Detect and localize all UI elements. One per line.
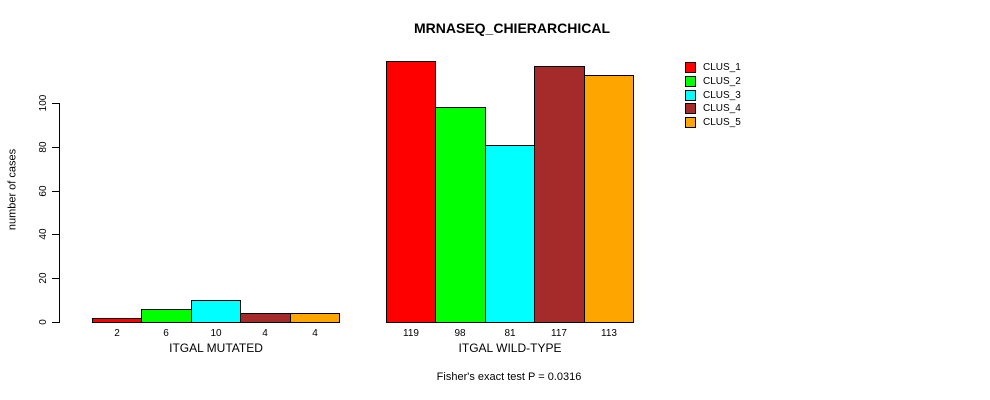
bar-clus_4 xyxy=(240,313,291,323)
y-tick-label: 60 xyxy=(38,185,49,197)
bar-clus_1 xyxy=(92,318,142,323)
bar-value-label: 4 xyxy=(262,328,268,339)
group-label: ITGAL MUTATED xyxy=(169,341,263,355)
y-tick-label: 80 xyxy=(38,141,49,153)
bar-value-label: 81 xyxy=(504,328,516,339)
bar-clus_2 xyxy=(435,107,486,323)
y-tick-label: 100 xyxy=(38,94,49,112)
y-axis-line xyxy=(59,103,60,323)
bar-value-label: 10 xyxy=(210,328,222,339)
y-tick xyxy=(52,278,59,279)
legend-item-clus_2: CLUS_2 xyxy=(685,75,741,89)
legend-item-clus_3: CLUS_3 xyxy=(685,88,741,102)
bar-clus_2 xyxy=(141,309,192,323)
legend-item-clus_4: CLUS_4 xyxy=(685,102,741,116)
y-tick-label: 40 xyxy=(38,228,49,240)
y-tick-label: 20 xyxy=(38,272,49,284)
legend-swatch xyxy=(685,76,696,88)
legend-item-clus_1: CLUS_1 xyxy=(685,61,741,75)
legend-swatch xyxy=(685,89,696,101)
legend-swatch xyxy=(685,103,696,115)
legend-item-clus_5: CLUS_5 xyxy=(685,116,741,130)
bar-clus_3 xyxy=(485,145,535,323)
legend-label: CLUS_4 xyxy=(703,103,741,115)
legend-label: CLUS_2 xyxy=(703,76,741,88)
bar-clus_1 xyxy=(386,61,436,323)
legend-label: CLUS_3 xyxy=(703,89,741,101)
bar-clus_5 xyxy=(584,75,634,323)
legend-swatch xyxy=(685,62,696,74)
legend-label: CLUS_1 xyxy=(703,62,741,74)
bar-clus_3 xyxy=(191,300,241,323)
bar-value-label: 113 xyxy=(601,328,617,339)
bar-value-label: 4 xyxy=(312,328,318,339)
y-tick-label: 0 xyxy=(38,319,49,325)
legend: CLUS_1 CLUS_2 CLUS_3 CLUS_4 CLUS_5 xyxy=(685,61,741,129)
bar-value-label: 2 xyxy=(114,328,120,339)
bar-value-label: 98 xyxy=(454,328,466,339)
bar-clus_4 xyxy=(534,66,585,323)
y-tick xyxy=(52,322,59,323)
y-tick xyxy=(52,191,59,192)
group-label: ITGAL WILD-TYPE xyxy=(458,341,562,355)
bar-value-label: 119 xyxy=(403,328,419,339)
y-tick xyxy=(52,234,59,235)
bar-value-label: 117 xyxy=(551,328,567,339)
bar-value-label: 6 xyxy=(163,328,169,339)
y-tick xyxy=(52,103,59,104)
y-axis-title: number of cases xyxy=(6,148,19,231)
legend-label: CLUS_5 xyxy=(703,117,741,129)
y-tick xyxy=(52,147,59,148)
bar-clus_5 xyxy=(290,313,340,323)
footnote-text: Fisher's exact test P = 0.0316 xyxy=(436,371,582,383)
legend-swatch xyxy=(685,117,696,129)
chart-title: MRNASEQ_CHIERARCHICAL xyxy=(413,20,611,36)
